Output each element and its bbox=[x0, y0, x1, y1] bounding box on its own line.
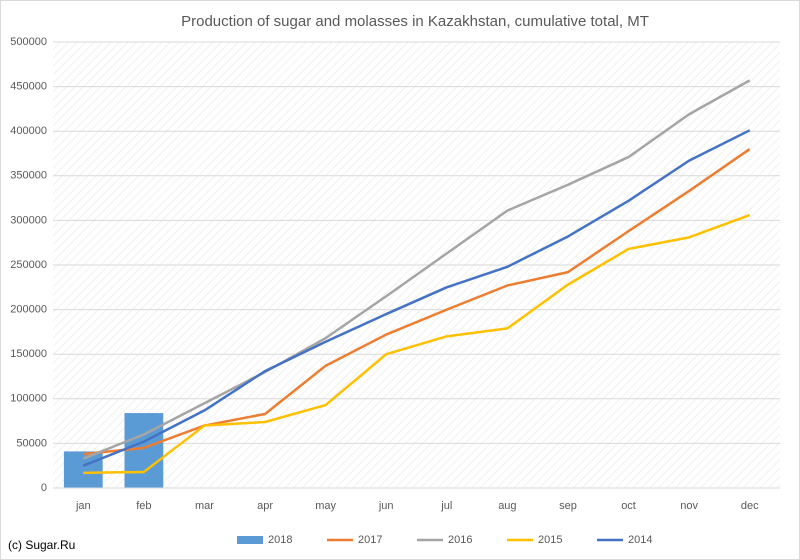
x-tick-label: apr bbox=[257, 500, 273, 512]
y-tick-label: 100000 bbox=[10, 393, 47, 405]
x-tick-label: may bbox=[315, 500, 336, 512]
y-tick-label: 150000 bbox=[10, 348, 47, 360]
x-tick-label: jul bbox=[440, 500, 452, 512]
source: (c) Sugar.Ru bbox=[8, 538, 75, 552]
chart-title: Production of sugar and molasses in Kaza… bbox=[181, 13, 649, 30]
legend-label: 2014 bbox=[628, 534, 652, 546]
x-tick-label: dec bbox=[741, 500, 759, 512]
legend-label: 2015 bbox=[538, 534, 562, 546]
line bbox=[83, 213, 751, 475]
y-tick-label: 400000 bbox=[10, 125, 47, 137]
x-tick-label: sep bbox=[559, 500, 577, 512]
line bbox=[83, 148, 751, 456]
legend-label: 2016 bbox=[448, 534, 472, 546]
y-tick-label: 50000 bbox=[16, 437, 47, 449]
line bbox=[82, 129, 751, 467]
x-tick-label: feb bbox=[136, 500, 151, 512]
y-tick-label: 250000 bbox=[10, 259, 47, 271]
legend-label: 2017 bbox=[358, 534, 382, 546]
bar bbox=[124, 413, 164, 488]
legend-swatch bbox=[237, 536, 263, 544]
y-tick-label: 0 bbox=[41, 482, 47, 494]
legend-label: 2018 bbox=[268, 534, 292, 546]
y-tick-label: 450000 bbox=[10, 81, 47, 93]
y-tick-label: 350000 bbox=[10, 170, 47, 182]
bar bbox=[63, 451, 103, 488]
y-tick-label: 500000 bbox=[10, 36, 47, 48]
x-tick-label: nov bbox=[680, 500, 698, 512]
x-tick-label: jun bbox=[378, 500, 394, 512]
x-tick-label: jan bbox=[75, 500, 91, 512]
x-tick-label: mar bbox=[195, 500, 214, 512]
x-tick-label: oct bbox=[621, 500, 636, 512]
x-tick-label: aug bbox=[498, 500, 516, 512]
y-tick-label: 300000 bbox=[10, 214, 47, 226]
y-tick-label: 200000 bbox=[10, 304, 47, 316]
line bbox=[82, 79, 751, 460]
